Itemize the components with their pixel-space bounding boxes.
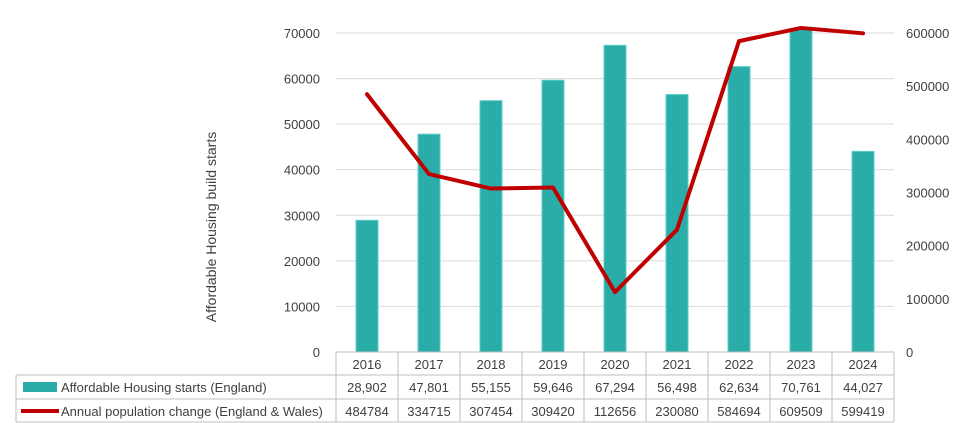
right-axis-ticks: 0 100000 200000 300000 400000 500000 600000: [906, 26, 949, 360]
x-tick-label: 2020: [601, 357, 630, 372]
y-tick-label: 50000: [284, 117, 320, 132]
legend-key-bar: [23, 382, 57, 392]
table-cell: 599419: [841, 404, 884, 419]
table-cell: 334715: [407, 404, 450, 419]
left-axis-ticks: 0 10000 20000 30000 40000 50000 60000 70000: [284, 26, 320, 360]
y-tick-label: 0: [313, 345, 320, 360]
bar: [789, 29, 813, 353]
table-cell: 70,761: [781, 380, 821, 395]
line-series: [365, 25, 865, 295]
data-table: 2016 2017 2018 2019 2020 2021 2022 2023 2024 Affo…: [15, 351, 895, 423]
table-cell: 55,155: [471, 380, 511, 395]
bar: [603, 44, 627, 353]
legend-label: Annual population change (England & Wale…: [61, 404, 323, 419]
bar: [665, 94, 689, 353]
table-cell: 59,646: [533, 380, 573, 395]
bar: [479, 100, 503, 353]
table-cell: 67,294: [595, 380, 635, 395]
bar: [851, 150, 875, 353]
y2-tick-label: 100000: [906, 292, 949, 307]
y-tick-label: 10000: [284, 299, 320, 314]
x-tick-label: 2021: [663, 357, 692, 372]
x-tick-label: 2019: [539, 357, 568, 372]
x-tick-label: 2016: [353, 357, 382, 372]
table-cell: 609509: [779, 404, 822, 419]
table-cell: 47,801: [409, 380, 449, 395]
table-cell: 112656: [594, 404, 636, 419]
table-cell: 44,027: [843, 380, 883, 395]
y-tick-label: 30000: [284, 208, 320, 223]
y-axis-title: Affordable Housing build starts: [203, 132, 219, 322]
legend-label: Affordable Housing starts (England): [61, 380, 267, 395]
table-cell: 28,902: [347, 380, 387, 395]
table-cell: 584694: [717, 404, 760, 419]
bar-series: [355, 29, 875, 353]
bar: [355, 219, 379, 353]
y-tick-label: 70000: [284, 26, 320, 41]
y2-tick-label: 500000: [906, 79, 949, 94]
table-cell: 484784: [345, 404, 388, 419]
bar: [727, 66, 751, 353]
table-cell: 56,498: [657, 380, 697, 395]
table-cell: 62,634: [719, 380, 759, 395]
x-tick-label: 2017: [415, 357, 444, 372]
y2-tick-label: 0: [906, 345, 913, 360]
y2-tick-label: 400000: [906, 132, 949, 147]
y2-tick-label: 600000: [906, 26, 949, 41]
table-cell: 307454: [469, 404, 512, 419]
table-cell: 230080: [655, 404, 698, 419]
x-tick-label: 2018: [477, 357, 506, 372]
y-tick-label: 40000: [284, 163, 320, 178]
y2-tick-label: 200000: [906, 239, 949, 254]
y2-tick-label: 300000: [906, 186, 949, 201]
y-tick-label: 60000: [284, 72, 320, 87]
x-tick-label: 2023: [787, 357, 816, 372]
x-tick-label: 2022: [725, 357, 754, 372]
y-tick-label: 20000: [284, 254, 320, 269]
table-cell: 309420: [531, 404, 574, 419]
bar: [541, 79, 565, 353]
x-tick-label: 2024: [849, 357, 878, 372]
